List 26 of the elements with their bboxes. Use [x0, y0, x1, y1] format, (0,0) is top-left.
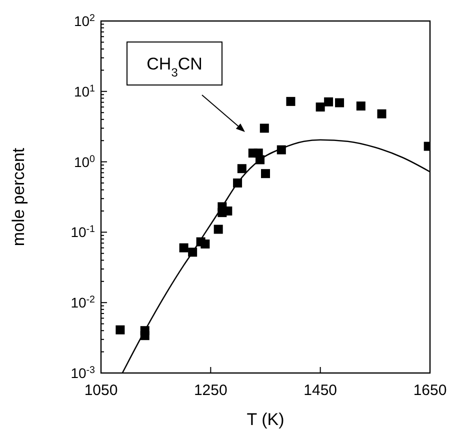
y-tick-label: 10$^{1}$	[74, 82, 95, 100]
x-tick-label: 1250	[194, 382, 228, 399]
y-tick-label: 10$^{0}$	[74, 153, 96, 170]
point	[116, 325, 125, 334]
point	[316, 102, 325, 112]
point	[324, 97, 334, 106]
point	[237, 164, 246, 174]
x-tick-label: 1450	[304, 382, 338, 399]
point	[356, 102, 366, 111]
point	[335, 98, 344, 108]
point	[261, 169, 270, 178]
point	[260, 124, 269, 133]
point	[377, 109, 386, 118]
point	[200, 239, 210, 248]
y-tick-label: 10$^{-1}$	[70, 224, 95, 240]
point	[179, 243, 188, 252]
annotation: CH$_{3}$CN	[146, 54, 202, 80]
y-axis-title: mole percent	[9, 148, 28, 246]
y-tick-label: 10$^{-2}$	[70, 294, 95, 311]
x-tick-label: 1650	[413, 382, 447, 399]
y-tick-label: 10$^{-3}$	[70, 364, 96, 381]
point	[214, 224, 223, 234]
y-tick-label: 10$^{2}$	[74, 12, 95, 29]
x-axis-title: T (K)	[246, 410, 284, 429]
x-tick-label: 1050	[84, 382, 118, 399]
point	[286, 96, 296, 106]
